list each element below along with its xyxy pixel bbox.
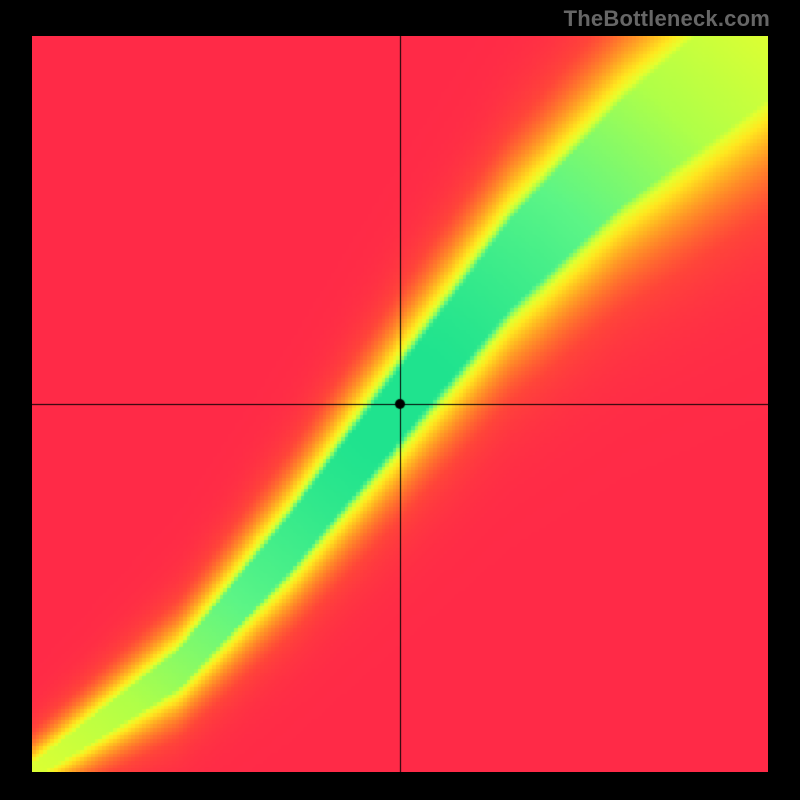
bottleneck-heatmap xyxy=(32,36,768,772)
page-root: TheBottleneck.com xyxy=(0,0,800,800)
chart-container xyxy=(32,36,768,772)
watermark-text: TheBottleneck.com xyxy=(564,6,770,32)
